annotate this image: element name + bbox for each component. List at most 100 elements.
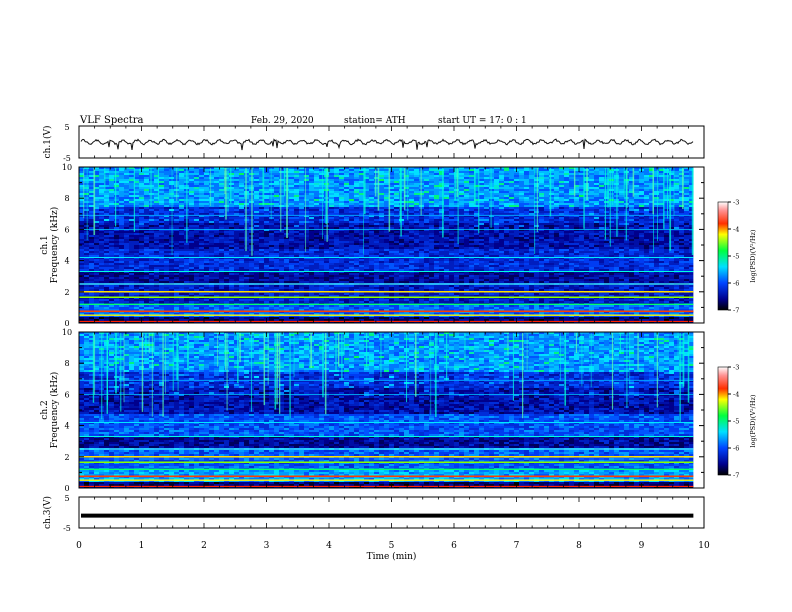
spectrogram-row [79,231,694,233]
spectrogram-row [79,265,694,267]
spectrogram-row [79,378,694,380]
spectrogram-row [79,263,694,265]
station-label: station= ATH [344,116,406,126]
x-tick-label: 4 [326,541,332,551]
spectrogram-row [79,446,694,448]
spectrogram-row [79,241,694,243]
y-tick-label: 0 [64,484,69,493]
spectrogram-row [79,444,694,446]
spectrogram-row [79,319,694,321]
spectrogram-row [79,482,694,484]
y-tick-label: 8 [64,359,69,368]
spectrogram-row [79,412,694,414]
spectrogram-row [79,386,694,388]
spectrogram-row [79,267,694,269]
spectrogram-row [79,480,694,482]
spectrogram-row [79,243,694,245]
spectrogram-row [79,199,694,201]
spectrogram-row [79,356,694,358]
x-tick-label: 5 [389,541,395,551]
spectrogram-row [79,438,694,440]
spectrogram-row [79,213,694,215]
spectrogram-row [79,458,694,460]
spectrogram-row [79,430,694,432]
spectrogram-row [79,297,694,299]
y-tick-label: 10 [62,163,72,172]
spectrogram-row [79,416,694,418]
spectrogram-row [79,382,694,384]
spectrogram-row [79,342,694,344]
spectrogram-row [79,169,694,171]
spectrogram-row [79,203,694,205]
y-axis-label: Frequency (kHz) [49,372,60,449]
spectrogram-row [79,285,694,287]
spectrogram-row [79,201,694,203]
spectrogram-row [79,366,694,368]
x-tick-label: 3 [264,541,270,551]
y-tick-label: 2 [64,288,69,297]
chart-title: VLF Spectra [80,115,144,126]
y-tick-label: 8 [64,194,69,203]
spectrogram-row [79,185,694,187]
spectrogram-row [79,334,694,336]
spectrogram-row [79,317,694,319]
spectrogram-row [79,400,694,402]
spectrogram-row [79,370,694,372]
spectrogram-row [79,239,694,241]
spectrogram-row [79,205,694,207]
spectrogram-row [79,193,694,195]
spectrogram-row [79,175,694,177]
spectrogram-row [79,293,694,295]
y-tick-label: 0 [64,319,69,328]
spectrogram-row [79,450,694,452]
spectrogram-row [79,253,694,255]
y-axis-label: Frequency (kHz) [49,207,60,284]
spectrogram-row [79,269,694,271]
y-axis-label: ch.1(V) [42,126,53,159]
spectrogram-row [79,418,694,420]
spectrogram-row [79,452,694,454]
spectrogram-row [79,408,694,410]
spectrogram-row [79,187,694,189]
spectrogram-row [79,344,694,346]
spectrogram-row [79,396,694,398]
spectrogram-row [79,257,694,259]
spectrogram-row [79,426,694,428]
spectrogram-row [79,295,694,297]
channel-label: ch.1 [40,235,50,254]
spectrogram-row [79,380,694,382]
spectrogram-row [79,289,694,291]
spectrogram-row [79,484,694,486]
spectrogram-row [79,346,694,348]
spectrogram-row [79,338,694,340]
y-tick-label: 4 [64,257,69,266]
y-tick-label: 5 [64,123,69,132]
start-time-label: start UT = 17: 0 : 1 [438,116,527,126]
spectrogram-row [79,348,694,350]
colorbar-tick-label: -7 [733,307,739,315]
spectrogram-row [79,362,694,364]
spectrogram-row [79,217,694,219]
spectrogram-row [79,197,694,199]
spectrogram-row [79,305,694,307]
x-tick-label: 2 [201,541,207,551]
colorbar-tick-label: -3 [733,364,739,372]
spectrogram-row [79,364,694,366]
y-axis-label: ch.3(V) [42,496,53,529]
y-tick-label: 2 [64,453,69,462]
spectrogram-row [79,428,694,430]
spectrogram-row [79,195,694,197]
spectrogram-row [79,336,694,338]
spectrogram-row [79,259,694,261]
spectrogram-row [79,275,694,277]
spectrogram-panel-2: 0 2 4 6 8 10 ch.1 Frequency (kHz) -3 -4 -5 -6 -7 log(… [40,163,757,328]
x-tick-label: 8 [576,541,582,551]
spectrogram-row [79,215,694,217]
spectrogram-row [79,189,694,191]
spectrogram-row [79,183,694,185]
spectrogram-row [79,171,694,173]
y-tick-label: 6 [64,225,69,234]
spectrogram-row [79,402,694,404]
colorbar-tick-label: -4 [733,226,739,234]
colorbar-tick-label: -4 [733,391,739,399]
